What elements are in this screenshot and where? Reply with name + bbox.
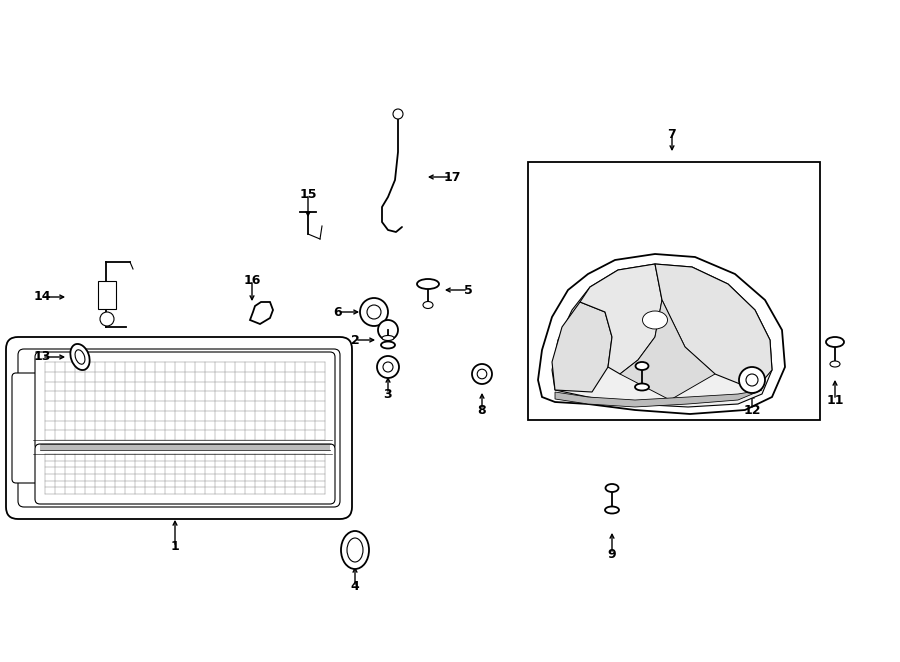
Circle shape [360,298,388,326]
Text: 11: 11 [826,393,844,406]
Ellipse shape [606,484,618,492]
Text: 2: 2 [351,334,359,346]
Ellipse shape [381,342,395,348]
Ellipse shape [341,531,369,569]
Text: 15: 15 [299,187,317,201]
Ellipse shape [826,337,844,347]
Ellipse shape [635,362,649,370]
Text: 12: 12 [743,404,760,416]
FancyBboxPatch shape [18,349,340,507]
Text: 9: 9 [608,547,616,561]
Text: 6: 6 [334,305,342,318]
Polygon shape [552,302,612,392]
Bar [528,162,820,420]
Circle shape [383,362,393,372]
Text: 16: 16 [243,273,261,287]
Polygon shape [538,254,785,414]
Text: 1: 1 [171,540,179,553]
Polygon shape [552,264,772,407]
Polygon shape [250,302,273,324]
Circle shape [367,305,381,319]
Ellipse shape [605,506,619,514]
Text: 7: 7 [668,128,677,140]
Ellipse shape [417,279,439,289]
Text: 3: 3 [383,387,392,401]
Ellipse shape [70,344,90,370]
Ellipse shape [382,336,394,340]
Text: 10: 10 [596,381,614,393]
Circle shape [378,320,398,340]
Circle shape [739,367,765,393]
FancyBboxPatch shape [35,352,335,450]
Text: 14: 14 [33,291,50,303]
Circle shape [472,364,492,384]
Circle shape [746,374,758,386]
Text: 13: 13 [33,350,50,363]
Polygon shape [655,264,772,390]
Text: 4: 4 [351,581,359,594]
FancyBboxPatch shape [12,373,48,483]
Bar [98,281,116,309]
FancyBboxPatch shape [35,444,335,504]
Circle shape [100,312,114,326]
Text: 17: 17 [443,171,461,183]
Text: 5: 5 [464,283,472,297]
Ellipse shape [830,361,840,367]
Text: 8: 8 [478,404,486,416]
Polygon shape [580,264,662,374]
Circle shape [377,356,399,378]
Polygon shape [620,300,715,400]
Circle shape [477,369,487,379]
FancyBboxPatch shape [6,337,352,519]
Ellipse shape [347,538,363,562]
Circle shape [393,109,403,119]
Polygon shape [555,390,762,407]
Ellipse shape [643,311,668,329]
Ellipse shape [635,383,649,391]
Ellipse shape [423,301,433,308]
Ellipse shape [75,350,85,364]
